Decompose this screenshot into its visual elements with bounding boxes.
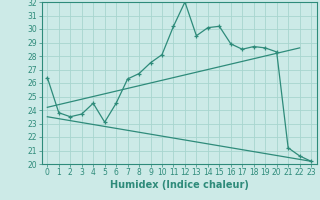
X-axis label: Humidex (Indice chaleur): Humidex (Indice chaleur) <box>110 180 249 190</box>
